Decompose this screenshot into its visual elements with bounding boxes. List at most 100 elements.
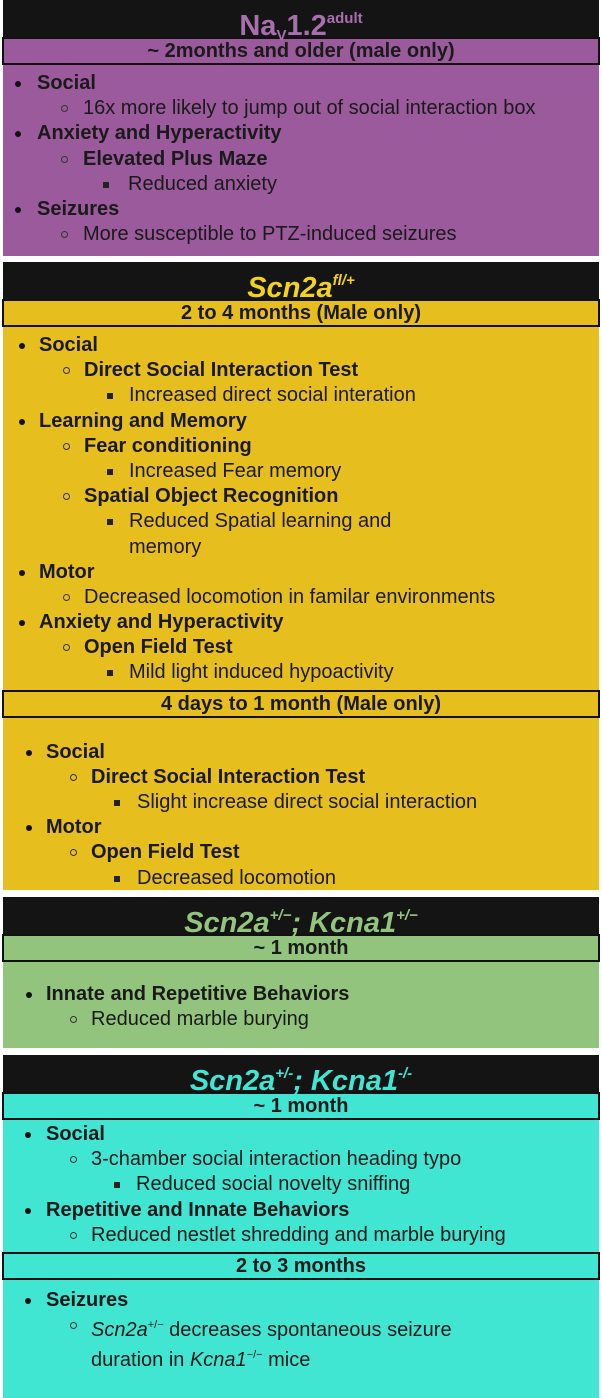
list-item-level-2: Reduced nestlet shredding and marble bur… <box>3 1223 599 1248</box>
item-text: Seizures <box>46 1288 129 1311</box>
list-item-level-2: Open Field Test <box>3 635 599 660</box>
bullet-dot-icon <box>19 418 25 425</box>
item-text: Reduced marble burying <box>91 1008 309 1031</box>
list-item-level-2: Reduced marble burying <box>3 1007 599 1032</box>
title-superscript-2: +/− <box>396 907 418 924</box>
list-item-level-2: Direct Social Interaction Test <box>3 765 599 790</box>
item-text: Increased Fear memory <box>129 459 342 482</box>
list-item-level-1: Seizures <box>3 197 599 222</box>
bullet-dot-icon <box>25 1297 31 1304</box>
item-text: Innate and Repetitive Behaviors <box>46 983 350 1005</box>
item-text: Open Field Test <box>91 841 240 864</box>
bullet-dot-icon <box>15 206 21 213</box>
bullet-square-icon <box>114 800 120 807</box>
title-gene-2: ; Kcna1 <box>293 1065 398 1097</box>
list-item-level-1: Social <box>3 71 599 96</box>
bullet-dot-icon <box>19 343 25 349</box>
age-group-header: ~ 2months and older (male only) <box>2 37 600 65</box>
item-text-part: +/− <box>147 1319 164 1332</box>
item-text: Anxiety and Hyperactivity <box>39 611 284 634</box>
bullet-circle-icon <box>70 773 77 781</box>
item-text: Seizures <box>37 197 120 220</box>
bullet-square-icon <box>114 1182 120 1189</box>
bullet-circle-icon <box>61 105 68 113</box>
age-group-header: 2 to 3 months <box>2 1251 600 1280</box>
list-item-level-1: Social <box>3 333 599 358</box>
phenotype-list: Social 3-chamber social interaction headi… <box>3 1120 599 1252</box>
panel-scn2a-kcna1-ko: Scn2a+/-; Kcna1-/- ~ 1 month Social 3-chamb… <box>2 1055 600 1398</box>
item-text-part: −/− <box>246 1349 263 1362</box>
item-text: Elevated Plus Maze <box>83 147 268 170</box>
panel-nav12-adult: NaV1.2adult ~ 2months and older (male onl… <box>2 0 600 256</box>
bullet-square-icon <box>103 181 109 188</box>
list-item-level-3: Mild light induced hypoactivity <box>3 660 599 685</box>
title-superscript: +/- <box>275 1065 294 1082</box>
bullet-dot-icon <box>15 81 21 87</box>
item-text: Direct Social Interaction Test <box>84 359 359 382</box>
list-item-level-2: Spatial Object Recognition <box>3 484 599 509</box>
item-text: Spatial Object Recognition <box>84 485 339 508</box>
list-item-level-2: Direct Social Interaction Test <box>3 358 599 383</box>
bullet-dot-icon <box>25 1132 31 1138</box>
list-item-level-1: Innate and Repetitive Behaviors <box>3 982 599 1007</box>
title-superscript: +/− <box>269 907 292 924</box>
list-item-level-2: Open Field Test <box>3 840 599 865</box>
bullet-square-icon <box>107 519 113 526</box>
list-item-level-1: Social <box>3 1122 599 1147</box>
bullet-dot-icon <box>19 620 25 627</box>
bullet-circle-icon <box>61 231 68 239</box>
title-rest: 1.2 <box>286 10 327 42</box>
bullet-dot-icon <box>25 1207 31 1214</box>
item-text: Increased direct social interation <box>129 384 416 407</box>
bullet-circle-icon <box>70 1322 77 1330</box>
age-group-header: ~ 1 month <box>2 934 600 962</box>
list-item-level-2: Elevated Plus Maze <box>3 147 599 172</box>
list-item-level-3: Reduced Spatial learning and memory <box>3 509 599 559</box>
panel-title: Scn2a+/-; Kcna1-/- <box>3 1055 599 1097</box>
list-item-level-2: Fear conditioning <box>3 434 599 459</box>
item-text-part: Scn2a <box>91 1319 148 1342</box>
bullet-dot-icon <box>19 569 25 576</box>
item-text: Learning and Memory <box>39 409 247 432</box>
item-text: More susceptible to PTZ-induced seizures <box>83 223 457 246</box>
list-item-level-3: Reduced anxiety <box>3 172 599 197</box>
title-gene-2: ; Kcna1 <box>291 907 397 939</box>
item-text: Mild light induced hypoactivity <box>129 661 394 684</box>
bullet-circle-icon <box>61 155 68 163</box>
item-text: Motor <box>39 560 95 583</box>
item-text: Fear conditioning <box>84 434 252 457</box>
item-text: Social <box>37 72 96 94</box>
phenotype-list: Social Direct Social Interaction Test Incr… <box>3 327 599 690</box>
item-text: Direct Social Interaction Test <box>91 765 366 788</box>
panel-title: Scn2a+/−; Kcna1+/− <box>3 897 599 939</box>
item-text: Slight increase direct social interactio… <box>137 791 478 814</box>
title-gene: Scn2a <box>184 907 270 939</box>
item-text: Anxiety and Hyperactivity <box>37 122 282 145</box>
list-item-level-2: 3-chamber social interaction heading typ… <box>3 1147 599 1172</box>
title-gene: Na <box>239 10 277 42</box>
list-item-level-3: Decreased locomotion <box>3 866 599 891</box>
list-item-level-2: Decreased locomotion in familar environm… <box>3 585 599 610</box>
list-item-level-2: More susceptible to PTZ-induced seizures <box>3 222 599 247</box>
title-gene: Scn2a <box>189 1065 276 1097</box>
list-item-level-1: Seizures <box>3 1288 599 1313</box>
item-text: Reduced anxiety <box>128 172 277 195</box>
item-text: Reduced social novelty sniffing <box>136 1173 411 1196</box>
age-group-header: 4 days to 1 month (Male only) <box>2 689 600 718</box>
list-item-level-1: Learning and Memory <box>3 409 599 434</box>
bullet-circle-icon <box>63 493 70 501</box>
bullet-circle-icon <box>63 593 70 601</box>
list-item-level-3: Increased direct social interation <box>3 383 599 408</box>
age-group-header: 2 to 4 months (Male only) <box>2 299 600 327</box>
bullet-circle-icon <box>70 1016 77 1024</box>
list-item-level-3: Slight increase direct social interactio… <box>3 790 599 815</box>
item-text: Scn2a+/− decreases spontaneous seizure d… <box>91 1313 511 1373</box>
title-subscript: V <box>276 27 287 44</box>
list-item-level-1: Anxiety and Hyperactivity <box>3 610 599 635</box>
bullet-circle-icon <box>63 367 70 375</box>
title-superscript: fl/+ <box>332 272 355 289</box>
phenotype-list: Social 16x more likely to jump out of soc… <box>3 65 599 247</box>
item-text: Repetitive and Innate Behaviors <box>46 1198 350 1221</box>
list-item-level-2: Scn2a+/− decreases spontaneous seizure d… <box>3 1313 599 1373</box>
list-item-level-1: Anxiety and Hyperactivity <box>3 121 599 146</box>
